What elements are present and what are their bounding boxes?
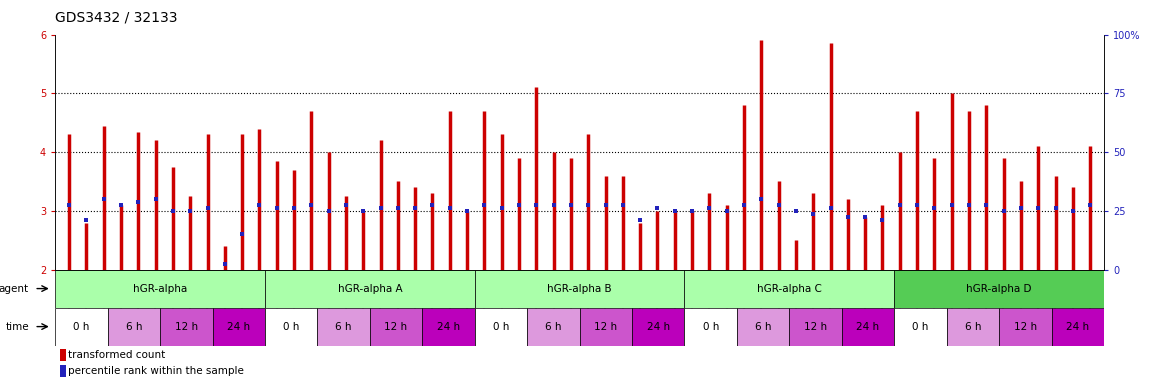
Text: 0 h: 0 h [283, 321, 299, 332]
Bar [370, 308, 422, 346]
Bar [213, 308, 264, 346]
Text: 12 h: 12 h [175, 321, 198, 332]
Bar [160, 308, 213, 346]
Bar [895, 270, 1104, 308]
Bar [264, 270, 475, 308]
Text: 6 h: 6 h [545, 321, 561, 332]
Text: 0 h: 0 h [912, 321, 929, 332]
Bar [580, 308, 633, 346]
Text: 24 h: 24 h [857, 321, 880, 332]
Bar [946, 308, 999, 346]
Bar [108, 308, 160, 346]
Bar [317, 308, 370, 346]
Text: hGR-alpha D: hGR-alpha D [966, 283, 1032, 294]
Text: 12 h: 12 h [595, 321, 618, 332]
Bar [737, 308, 789, 346]
Text: GDS3432 / 32133: GDS3432 / 32133 [55, 11, 178, 25]
Bar [475, 270, 684, 308]
Bar [475, 308, 527, 346]
Text: 6 h: 6 h [754, 321, 772, 332]
Text: 24 h: 24 h [228, 321, 251, 332]
Bar [1051, 308, 1104, 346]
Bar [789, 308, 842, 346]
Text: 0 h: 0 h [703, 321, 719, 332]
Text: 24 h: 24 h [646, 321, 669, 332]
Bar [60, 349, 66, 361]
Text: hGR-alpha C: hGR-alpha C [757, 283, 822, 294]
Text: time: time [6, 321, 29, 332]
Text: 24 h: 24 h [1066, 321, 1089, 332]
Bar [842, 308, 895, 346]
Text: hGR-alpha: hGR-alpha [133, 283, 187, 294]
Text: 6 h: 6 h [336, 321, 352, 332]
Bar [264, 308, 317, 346]
Text: 24 h: 24 h [437, 321, 460, 332]
Text: transformed count: transformed count [68, 350, 166, 360]
Bar [55, 270, 264, 308]
Bar [60, 365, 66, 377]
Text: hGR-alpha A: hGR-alpha A [338, 283, 402, 294]
Bar [895, 308, 946, 346]
Bar [632, 308, 684, 346]
Bar [684, 270, 895, 308]
Text: hGR-alpha B: hGR-alpha B [547, 283, 612, 294]
Bar [999, 308, 1051, 346]
Text: 12 h: 12 h [384, 321, 407, 332]
Bar [684, 308, 737, 346]
Text: 6 h: 6 h [965, 321, 981, 332]
Text: 12 h: 12 h [804, 321, 827, 332]
Bar [422, 308, 475, 346]
Text: percentile rank within the sample: percentile rank within the sample [68, 366, 244, 376]
Text: 0 h: 0 h [74, 321, 90, 332]
Bar [527, 308, 580, 346]
Text: 0 h: 0 h [492, 321, 509, 332]
Bar [55, 308, 108, 346]
Text: 12 h: 12 h [1014, 321, 1037, 332]
Text: 6 h: 6 h [125, 321, 143, 332]
Text: agent: agent [0, 283, 29, 294]
